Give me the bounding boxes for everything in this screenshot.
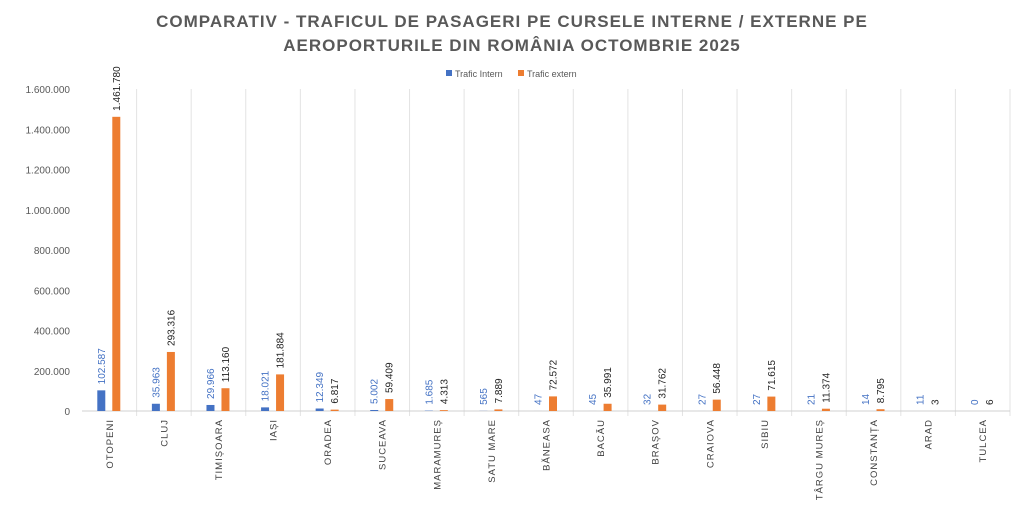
bar-trafic-extern — [494, 409, 502, 411]
data-label-intern: 0 — [970, 399, 981, 405]
bar-trafic-intern — [261, 407, 269, 411]
data-label-extern: 1.461.780 — [112, 66, 123, 111]
y-tick-label: 600.000 — [34, 286, 71, 297]
data-label-intern: 14 — [861, 393, 872, 405]
x-tick-label: CRAIOVA — [705, 419, 716, 468]
data-label-intern: 18.021 — [261, 370, 272, 401]
bar-trafic-extern — [385, 399, 393, 411]
x-tick-label: CLUJ — [159, 419, 170, 447]
data-label-extern: 7.889 — [494, 378, 505, 403]
bar-trafic-extern — [276, 374, 284, 411]
data-label-intern: 47 — [534, 393, 545, 405]
y-tick-label: 1.400.000 — [26, 125, 71, 136]
bar-trafic-extern — [658, 405, 666, 411]
legend-label-intern: Trafic Intern — [455, 69, 503, 79]
data-label-intern: 1.685 — [424, 379, 435, 404]
x-tick-label: BRAȘOV — [651, 419, 662, 465]
y-tick-label: 1.000.000 — [26, 206, 71, 217]
y-tick-label: 800.000 — [34, 246, 71, 257]
chart-title-line-2: AEROPORTURILE DIN ROMÂNIA OCTOMBRIE 2025 — [283, 36, 741, 55]
x-tick-label: SIBIU — [760, 419, 771, 449]
bar-trafic-extern — [767, 397, 775, 411]
bar-trafic-extern — [549, 396, 557, 411]
data-label-extern: 293.316 — [166, 309, 177, 346]
legend-swatch-intern — [446, 70, 452, 76]
data-label-extern: 11.374 — [821, 372, 832, 402]
data-label-extern: 181.884 — [276, 332, 287, 369]
data-label-intern: 27 — [752, 393, 763, 405]
data-label-extern: 113.160 — [221, 346, 232, 382]
y-tick-label: 200.000 — [34, 367, 71, 378]
data-label-extern: 35.991 — [603, 367, 614, 398]
y-tick-label: 1.200.000 — [26, 166, 71, 177]
bar-trafic-intern — [97, 390, 105, 411]
bar-trafic-intern — [370, 410, 378, 411]
data-label-extern: 6.817 — [330, 378, 341, 403]
x-tick-label: IAȘI — [269, 419, 280, 441]
data-label-extern: 3 — [931, 399, 942, 405]
bar-trafic-extern — [331, 410, 339, 411]
x-tick-label: TIMIȘOARA — [214, 419, 225, 480]
legend-swatch-extern — [518, 70, 524, 76]
y-tick-label: 400.000 — [34, 327, 71, 338]
x-tick-label: MARAMUREȘ — [432, 419, 443, 490]
data-label-extern: 6 — [985, 399, 996, 405]
y-tick-label: 0 — [64, 407, 70, 418]
x-tick-label: BACĂU — [596, 419, 607, 457]
x-tick-label: TULCEA — [978, 419, 989, 462]
data-label-intern: 29.966 — [206, 368, 217, 399]
data-label-extern: 71.615 — [767, 360, 778, 391]
data-label-intern: 12.349 — [315, 371, 326, 402]
bar-trafic-extern — [877, 409, 885, 411]
data-label-intern: 35.963 — [151, 367, 162, 398]
data-label-extern: 8.795 — [876, 378, 887, 403]
bar-trafic-intern — [316, 409, 324, 411]
x-tick-label: TÂRGU MUREȘ — [814, 419, 825, 500]
x-tick-label: ORADEA — [323, 419, 334, 465]
bar-trafic-extern — [167, 352, 175, 411]
data-label-intern: 5.002 — [370, 379, 381, 404]
bar-trafic-extern — [713, 400, 721, 411]
legend-label-extern: Trafic extern — [527, 69, 577, 79]
bar-trafic-intern — [206, 405, 214, 411]
bar-trafic-extern — [221, 388, 229, 411]
data-label-intern: 102.587 — [97, 348, 108, 385]
data-label-intern: 21 — [806, 393, 817, 405]
data-label-extern: 4.313 — [439, 379, 450, 404]
y-tick-label: 1.600.000 — [26, 85, 71, 96]
data-label-intern: 32 — [643, 393, 654, 405]
legend: Trafic Intern Trafic extern — [446, 69, 577, 79]
x-tick-label: ARAD — [924, 419, 935, 449]
x-tick-label: OTOPENI — [105, 419, 116, 469]
data-label-extern: 72.572 — [549, 359, 560, 390]
x-tick-label: SUCEAVA — [378, 419, 389, 470]
data-label-intern: 11 — [916, 394, 927, 405]
data-label-intern: 45 — [588, 393, 599, 405]
bar-trafic-extern — [604, 404, 612, 411]
bar-trafic-extern — [822, 409, 830, 411]
bar-trafic-extern — [440, 410, 448, 411]
data-label-extern: 31.762 — [658, 368, 669, 399]
data-label-extern: 59.409 — [385, 362, 396, 393]
bar-trafic-intern — [152, 404, 160, 411]
data-label-extern: 56.448 — [712, 363, 723, 394]
data-label-intern: 27 — [697, 393, 708, 405]
x-tick-label: CONSTANȚA — [869, 419, 880, 486]
bar-trafic-extern — [112, 117, 120, 411]
data-label-intern: 565 — [479, 388, 490, 405]
chart-title-line-1: COMPARATIV - TRAFICUL DE PASAGERI PE CUR… — [156, 12, 868, 31]
x-tick-label: BĂNEASA — [542, 419, 553, 471]
x-tick-label: SATU MARE — [487, 419, 498, 483]
